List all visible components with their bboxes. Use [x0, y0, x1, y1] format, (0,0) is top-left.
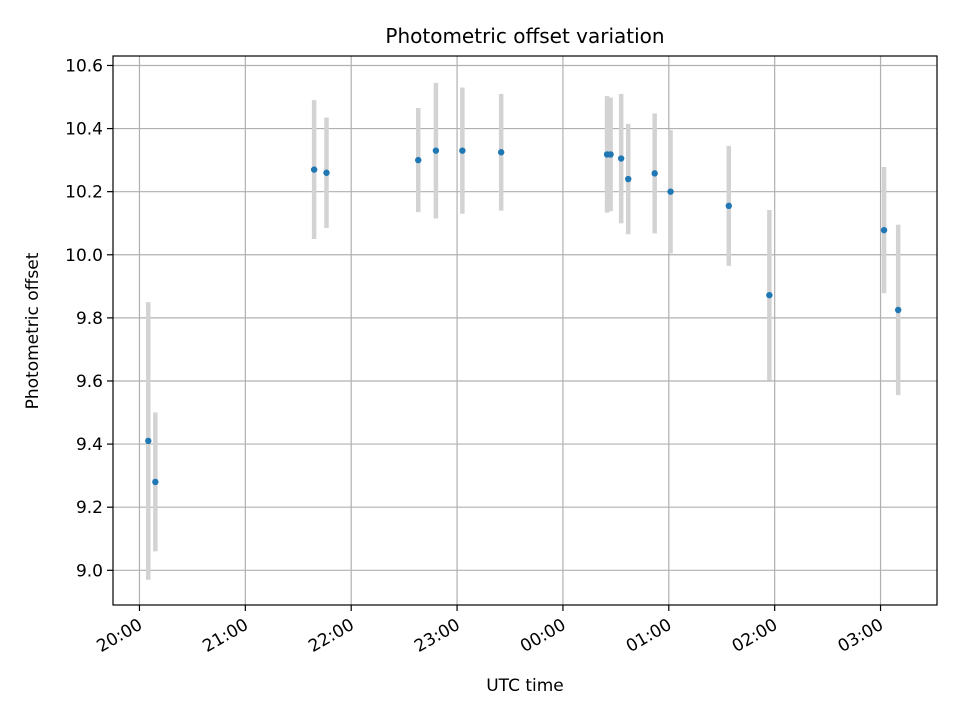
data-point: [651, 170, 658, 177]
data-point: [766, 291, 773, 299]
data-point: [459, 147, 466, 154]
data-point: [310, 166, 318, 173]
data-point: [725, 202, 732, 210]
data-points: [145, 147, 902, 486]
y-tick-label: 10.2: [65, 183, 103, 203]
data-point: [617, 155, 625, 162]
y-tick-label: 9.0: [76, 561, 103, 581]
y-axis-title: Photometric offset: [23, 252, 43, 409]
y-tick-label: 10.0: [65, 246, 103, 266]
data-point: [625, 175, 632, 183]
data-point: [323, 169, 330, 176]
data-point: [607, 151, 614, 158]
data-point: [145, 437, 152, 445]
y-tick-label: 10.6: [65, 56, 103, 76]
y-tick-label: 10.4: [65, 120, 103, 140]
data-point: [667, 188, 674, 195]
x-axis-title: UTC time: [486, 676, 564, 696]
data-point: [432, 147, 440, 154]
y-tick-label: 9.8: [76, 309, 103, 329]
grid: [113, 56, 937, 605]
data-point: [880, 226, 888, 234]
y-tick-label: 9.4: [76, 435, 103, 455]
data-point: [497, 149, 505, 156]
y-axis-ticks: 9.0 9.2 9.4 9.6 9.8 10.0 10.2 10.4 10.6: [65, 56, 113, 581]
data-point: [415, 156, 422, 164]
plot-frame: [112, 55, 938, 606]
chart-title: Photometric offset variation: [385, 24, 664, 48]
data-point: [894, 306, 902, 314]
y-tick-label: 9.2: [76, 498, 103, 518]
data-point: [152, 478, 159, 486]
y-tick-label: 9.6: [76, 372, 103, 392]
